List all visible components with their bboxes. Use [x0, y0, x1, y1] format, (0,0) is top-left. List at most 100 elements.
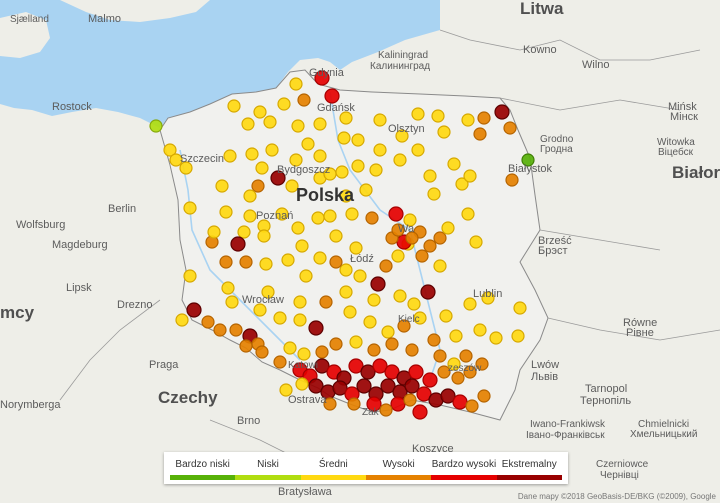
station-marker[interactable] — [299, 269, 313, 283]
station-marker[interactable] — [373, 113, 387, 127]
station-marker[interactable] — [308, 378, 324, 394]
station-marker[interactable] — [447, 357, 461, 371]
station-marker[interactable] — [289, 77, 303, 91]
station-marker[interactable] — [175, 313, 189, 327]
station-marker[interactable] — [283, 341, 297, 355]
station-marker[interactable] — [381, 325, 395, 339]
station-marker[interactable] — [415, 249, 429, 263]
station-marker[interactable] — [440, 388, 456, 404]
station-marker[interactable] — [323, 397, 337, 411]
station-marker[interactable] — [313, 251, 327, 265]
station-marker[interactable] — [263, 115, 277, 129]
station-marker[interactable] — [149, 119, 163, 133]
station-marker[interactable] — [463, 297, 477, 311]
station-marker[interactable] — [423, 169, 437, 183]
station-marker[interactable] — [351, 133, 365, 147]
station-marker[interactable] — [503, 121, 517, 135]
station-marker[interactable] — [439, 309, 453, 323]
station-marker[interactable] — [201, 315, 215, 329]
station-marker[interactable] — [241, 117, 255, 131]
station-marker[interactable] — [255, 161, 269, 175]
station-marker[interactable] — [183, 269, 197, 283]
station-marker[interactable] — [230, 236, 246, 252]
station-marker[interactable] — [221, 281, 235, 295]
station-marker[interactable] — [379, 259, 393, 273]
station-marker[interactable] — [489, 331, 503, 345]
station-marker[interactable] — [186, 302, 202, 318]
station-marker[interactable] — [461, 207, 475, 221]
station-marker[interactable] — [411, 143, 425, 157]
station-marker[interactable] — [273, 355, 287, 369]
station-marker[interactable] — [366, 396, 382, 412]
station-marker[interactable] — [277, 97, 291, 111]
station-marker[interactable] — [329, 255, 343, 269]
station-marker[interactable] — [373, 143, 387, 157]
station-marker[interactable] — [285, 179, 299, 193]
station-marker[interactable] — [353, 269, 367, 283]
station-marker[interactable] — [405, 343, 419, 357]
station-marker[interactable] — [505, 173, 519, 187]
station-marker[interactable] — [237, 225, 251, 239]
station-marker[interactable] — [427, 187, 441, 201]
station-marker[interactable] — [215, 179, 229, 193]
station-marker[interactable] — [273, 311, 287, 325]
station-marker[interactable] — [449, 329, 463, 343]
station-marker[interactable] — [370, 276, 386, 292]
station-marker[interactable] — [308, 320, 324, 336]
station-marker[interactable] — [243, 189, 257, 203]
station-marker[interactable] — [332, 380, 348, 396]
station-marker[interactable] — [313, 117, 327, 131]
station-marker[interactable] — [433, 259, 447, 273]
station-marker[interactable] — [385, 337, 399, 351]
station-marker[interactable] — [297, 347, 311, 361]
station-marker[interactable] — [255, 345, 269, 359]
station-marker[interactable] — [169, 153, 183, 167]
station-marker[interactable] — [477, 111, 491, 125]
station-marker[interactable] — [388, 206, 404, 222]
station-marker[interactable] — [367, 293, 381, 307]
station-marker[interactable] — [275, 207, 289, 221]
station-marker[interactable] — [293, 295, 307, 309]
station-marker[interactable] — [163, 143, 177, 157]
station-marker[interactable] — [367, 343, 381, 357]
station-marker[interactable] — [393, 289, 407, 303]
station-marker[interactable] — [295, 377, 309, 391]
station-marker[interactable] — [477, 389, 491, 403]
station-marker[interactable] — [437, 365, 451, 379]
station-marker[interactable] — [297, 93, 311, 107]
station-marker[interactable] — [251, 179, 265, 193]
station-marker[interactable] — [380, 378, 396, 394]
station-marker[interactable] — [295, 239, 309, 253]
station-marker[interactable] — [324, 88, 340, 104]
station-marker[interactable] — [291, 221, 305, 235]
station-marker[interactable] — [270, 170, 286, 186]
station-marker[interactable] — [349, 335, 363, 349]
station-marker[interactable] — [245, 147, 259, 161]
station-marker[interactable] — [494, 104, 510, 120]
station-marker[interactable] — [179, 161, 193, 175]
station-marker[interactable] — [339, 111, 353, 125]
station-marker[interactable] — [314, 358, 330, 374]
station-marker[interactable] — [433, 349, 447, 363]
station-marker[interactable] — [423, 239, 437, 253]
station-marker[interactable] — [253, 105, 267, 119]
station-marker[interactable] — [473, 127, 487, 141]
station-marker[interactable] — [412, 404, 428, 420]
station-marker[interactable] — [437, 125, 451, 139]
station-marker[interactable] — [403, 393, 417, 407]
station-marker[interactable] — [404, 378, 420, 394]
station-marker[interactable] — [289, 153, 303, 167]
station-marker[interactable] — [229, 323, 243, 337]
station-marker[interactable] — [351, 159, 365, 173]
station-marker[interactable] — [329, 337, 343, 351]
station-marker[interactable] — [301, 137, 315, 151]
station-marker[interactable] — [452, 394, 468, 410]
station-marker[interactable] — [339, 263, 353, 277]
station-marker[interactable] — [469, 235, 483, 249]
station-marker[interactable] — [397, 319, 411, 333]
station-marker[interactable] — [360, 364, 376, 380]
station-marker[interactable] — [420, 284, 436, 300]
station-marker[interactable] — [213, 323, 227, 337]
station-marker[interactable] — [349, 241, 363, 255]
station-marker[interactable] — [291, 119, 305, 133]
